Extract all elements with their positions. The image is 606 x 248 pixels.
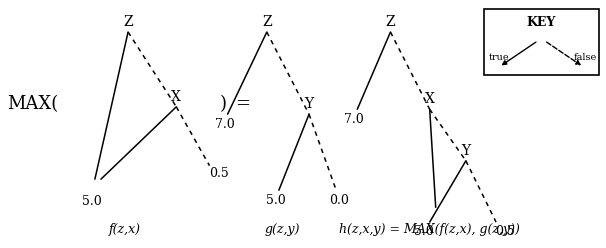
Text: h(z,x,y) = MAX(f(z,x), g(z,y)): h(z,x,y) = MAX(f(z,x), g(z,y)): [339, 223, 520, 236]
Text: =: =: [235, 95, 250, 113]
Text: 0.0: 0.0: [329, 193, 349, 207]
Text: X: X: [425, 93, 435, 106]
Text: 7.0: 7.0: [344, 113, 364, 125]
Text: 7.0: 7.0: [215, 118, 235, 130]
Text: Z: Z: [385, 15, 395, 29]
Text: f(z,x): f(z,x): [109, 223, 141, 236]
Text: MAX(: MAX(: [7, 95, 59, 113]
Text: ): ): [219, 95, 226, 113]
Text: Z: Z: [123, 15, 133, 29]
Text: true: true: [488, 53, 510, 62]
Text: 0.5: 0.5: [208, 167, 228, 180]
Text: KEY: KEY: [527, 16, 556, 29]
Text: 5.0: 5.0: [266, 193, 286, 207]
Text: Y: Y: [461, 144, 470, 158]
Bar: [484, 9, 599, 75]
Text: false: false: [574, 53, 597, 62]
Text: 5.0: 5.0: [414, 225, 433, 238]
Text: 0.5: 0.5: [495, 225, 515, 238]
Text: Z: Z: [262, 15, 271, 29]
Text: Y: Y: [304, 97, 313, 111]
Text: g(z,y): g(z,y): [264, 223, 299, 236]
Text: 5.0: 5.0: [82, 195, 102, 208]
Text: X: X: [171, 90, 181, 104]
